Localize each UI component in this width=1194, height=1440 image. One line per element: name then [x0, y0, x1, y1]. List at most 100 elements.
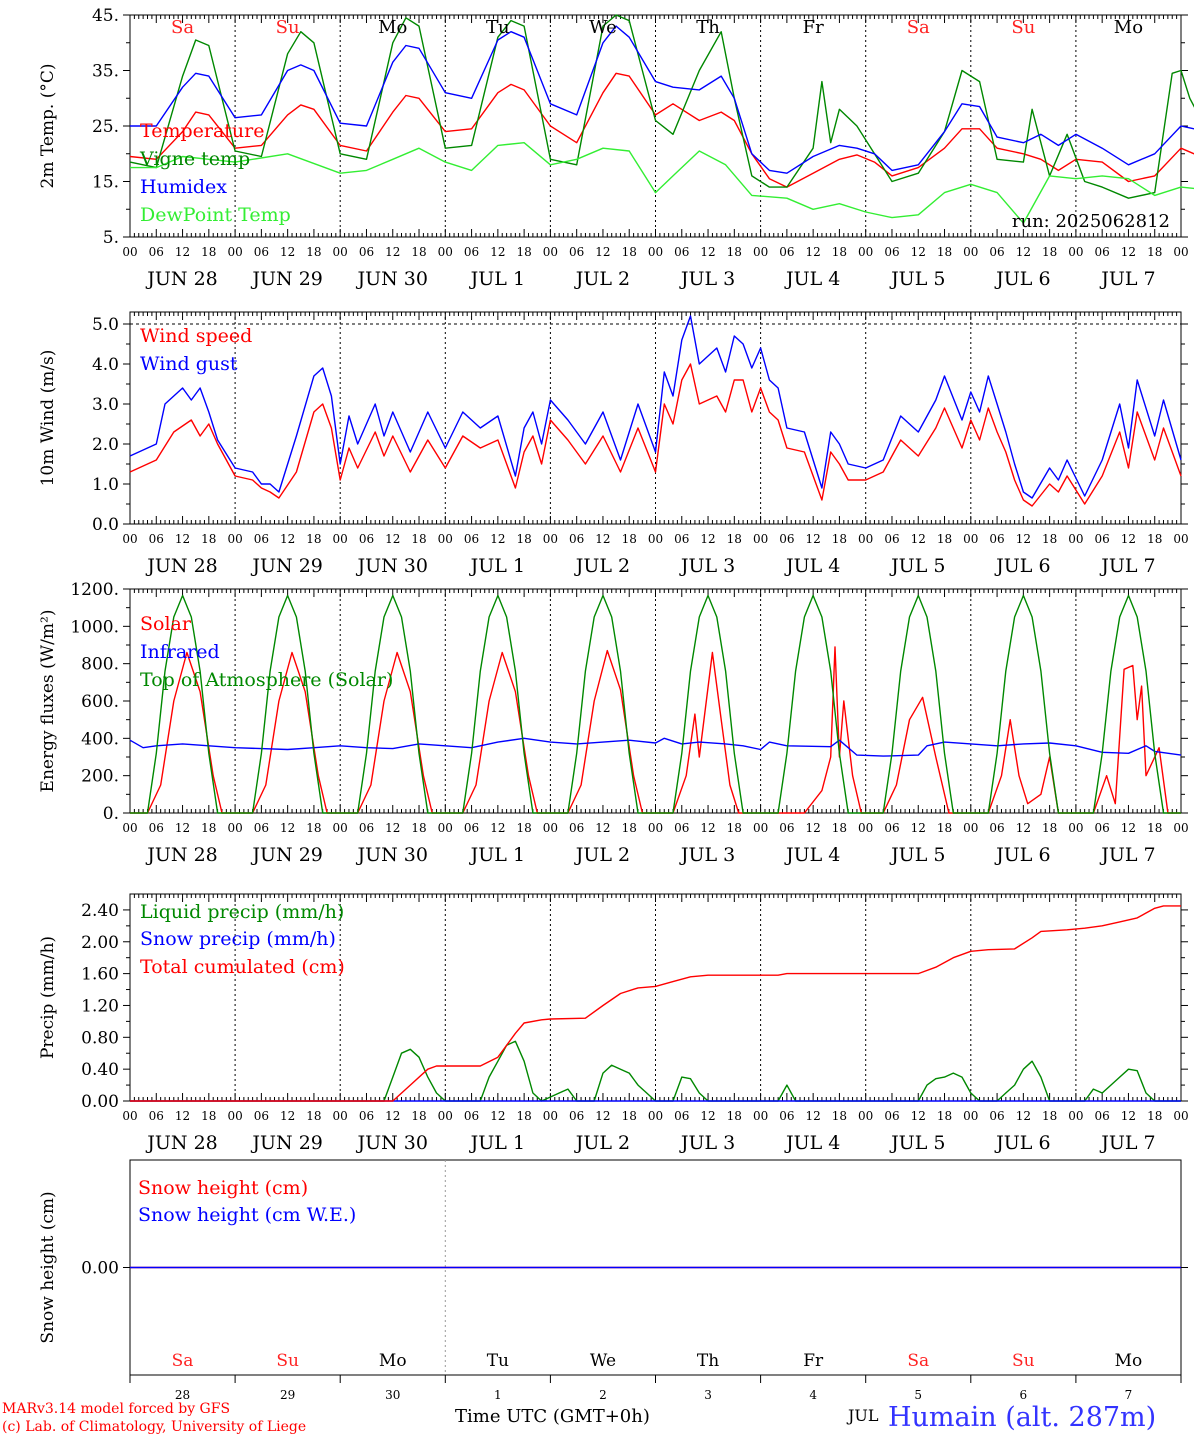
hour-tick-label: 12 [175, 245, 190, 259]
model-credit: MARv3.14 model forced by GFS (c) Lab. of… [2, 1400, 306, 1436]
hour-tick-label: 12 [490, 532, 505, 546]
station-label: Humain (alt. 287m) [888, 1402, 1157, 1433]
legend-entry: Humidex [140, 176, 227, 198]
y-tick-label: 0.00 [81, 1259, 119, 1279]
series-line-1 [129, 72, 1194, 188]
hour-tick-label: 06 [779, 532, 794, 546]
hour-tick-label: 18 [1147, 1109, 1162, 1123]
hour-tick-label: 12 [700, 532, 715, 546]
hour-tick-label: 00 [333, 532, 348, 546]
hour-tick-label: 06 [569, 245, 584, 259]
hour-tick-label: 18 [937, 821, 952, 835]
hour-tick-label: 18 [832, 821, 847, 835]
date-label: JUL 4 [784, 1132, 840, 1154]
legend-entry: Infrared [140, 641, 220, 663]
day-name-label: Sa [171, 17, 194, 38]
hour-tick-label: 06 [989, 821, 1004, 835]
y-tick-label: 1000. [70, 617, 119, 637]
day-number-label: 29 [280, 1388, 295, 1402]
day-name-label: Th [697, 1351, 719, 1371]
hour-tick-label: 18 [832, 532, 847, 546]
hour-tick-label: 12 [700, 1109, 715, 1123]
legend-entry: Top of Atmosphere (Solar) [140, 669, 393, 691]
y-tick-label: 600. [81, 692, 119, 712]
y-axis-label: Precip (mm/h) [38, 936, 58, 1059]
panel-4: 00 06 12 18 JUN 28 00 06 12 18 JUN 29 00 06 12 18 JUN … [38, 893, 1189, 1154]
hour-tick-label: 00 [648, 245, 663, 259]
hour-tick-label: 00 [858, 245, 873, 259]
y-tick-label: 0.0 [92, 515, 119, 535]
hour-tick-label: 12 [280, 532, 295, 546]
hour-tick-label: 18 [1147, 821, 1162, 835]
y-tick-label: 1.0 [92, 475, 119, 495]
day-name-label: Sa [907, 17, 930, 38]
legend-entry: Vigne temp [139, 148, 250, 170]
series-line-3 [130, 25, 1194, 174]
day-name-label: Mo [378, 17, 407, 38]
hour-tick-label: 12 [1121, 245, 1136, 259]
hour-tick-label: 00 [753, 532, 768, 546]
hour-tick-label: 18 [622, 532, 637, 546]
date-label: JUN 30 [356, 844, 428, 866]
date-label: JUN 28 [145, 555, 217, 577]
hour-tick-label: 00 [1173, 245, 1188, 259]
day-name-label: Su [276, 17, 300, 38]
hour-tick-label: 12 [1121, 1109, 1136, 1123]
hour-tick-label: 12 [490, 245, 505, 259]
day-number-label: 4 [809, 1388, 817, 1402]
hour-tick-label: 18 [937, 1109, 952, 1123]
y-tick-label: 4.0 [92, 355, 119, 375]
date-label: JUL 2 [574, 1132, 630, 1154]
hour-tick-label: 06 [569, 821, 584, 835]
y-tick-label: 1200. [70, 580, 119, 600]
hour-tick-label: 18 [411, 821, 426, 835]
date-label: JUL 5 [889, 1132, 945, 1154]
hour-tick-label: 00 [648, 532, 663, 546]
hour-tick-label: 06 [1095, 1109, 1110, 1123]
hour-tick-label: 18 [306, 532, 321, 546]
panel-2: 00 06 12 18 JUN 28 00 06 12 18 JUN 29 00 06 12 18 JUN … [38, 311, 1189, 577]
hour-tick-label: 00 [963, 245, 978, 259]
hour-tick-label: 06 [149, 1109, 164, 1123]
series-line-4 [130, 142, 1194, 224]
hour-tick-label: 00 [122, 821, 137, 835]
hour-tick-label: 06 [464, 821, 479, 835]
date-label: JUL 1 [469, 555, 525, 577]
legend-entry: Wind gust [140, 353, 238, 375]
day-name-label: Su [276, 1351, 299, 1371]
day-name-label: Th [696, 17, 720, 38]
hour-tick-label: 18 [201, 1109, 216, 1123]
y-tick-label: 3.0 [92, 395, 119, 415]
hour-tick-label: 12 [911, 532, 926, 546]
hour-tick-label: 06 [254, 532, 269, 546]
day-name-label: Mo [1115, 1351, 1143, 1371]
y-tick-label: 1.60 [81, 965, 119, 985]
hour-tick-label: 06 [359, 532, 374, 546]
panel-5: Sa 28 Su 29 Mo 30 Tu 1 We 2 Th 3 Fr 4 Sa 5 Su 6 Mo 7 0.00 Sno… [38, 1159, 1188, 1402]
series-line-3 [130, 594, 1181, 814]
hour-tick-label: 18 [201, 245, 216, 259]
y-tick-label: 400. [81, 729, 119, 749]
hour-tick-label: 00 [753, 245, 768, 259]
legend-entry: Wind speed [140, 325, 252, 347]
date-label: JUL 7 [1099, 268, 1155, 290]
series-line-3 [130, 905, 1181, 1102]
hour-tick-label: 06 [254, 821, 269, 835]
hour-tick-label: 00 [1173, 532, 1188, 546]
legend-entry: Snow precip (mm/h) [140, 928, 336, 950]
y-tick-label: 45. [92, 6, 119, 26]
legend-entry: Temperature [140, 120, 264, 142]
date-label: JUN 29 [250, 555, 322, 577]
day-name-label: Fr [803, 17, 824, 38]
hour-tick-label: 00 [858, 532, 873, 546]
panel-3: 00 06 12 18 JUN 28 00 06 12 18 JUN 29 00 06 12 18 JUN … [38, 580, 1189, 866]
day-name-label: Tu [486, 17, 510, 38]
date-label: JUN 29 [250, 844, 322, 866]
hour-tick-label: 06 [464, 1109, 479, 1123]
hour-tick-label: 18 [516, 1109, 531, 1123]
hour-tick-label: 00 [1068, 1109, 1083, 1123]
day-number-label: 2 [599, 1388, 607, 1402]
date-label: JUL 3 [679, 555, 735, 577]
series-line-1 [130, 646, 1181, 814]
hour-tick-label: 00 [753, 821, 768, 835]
